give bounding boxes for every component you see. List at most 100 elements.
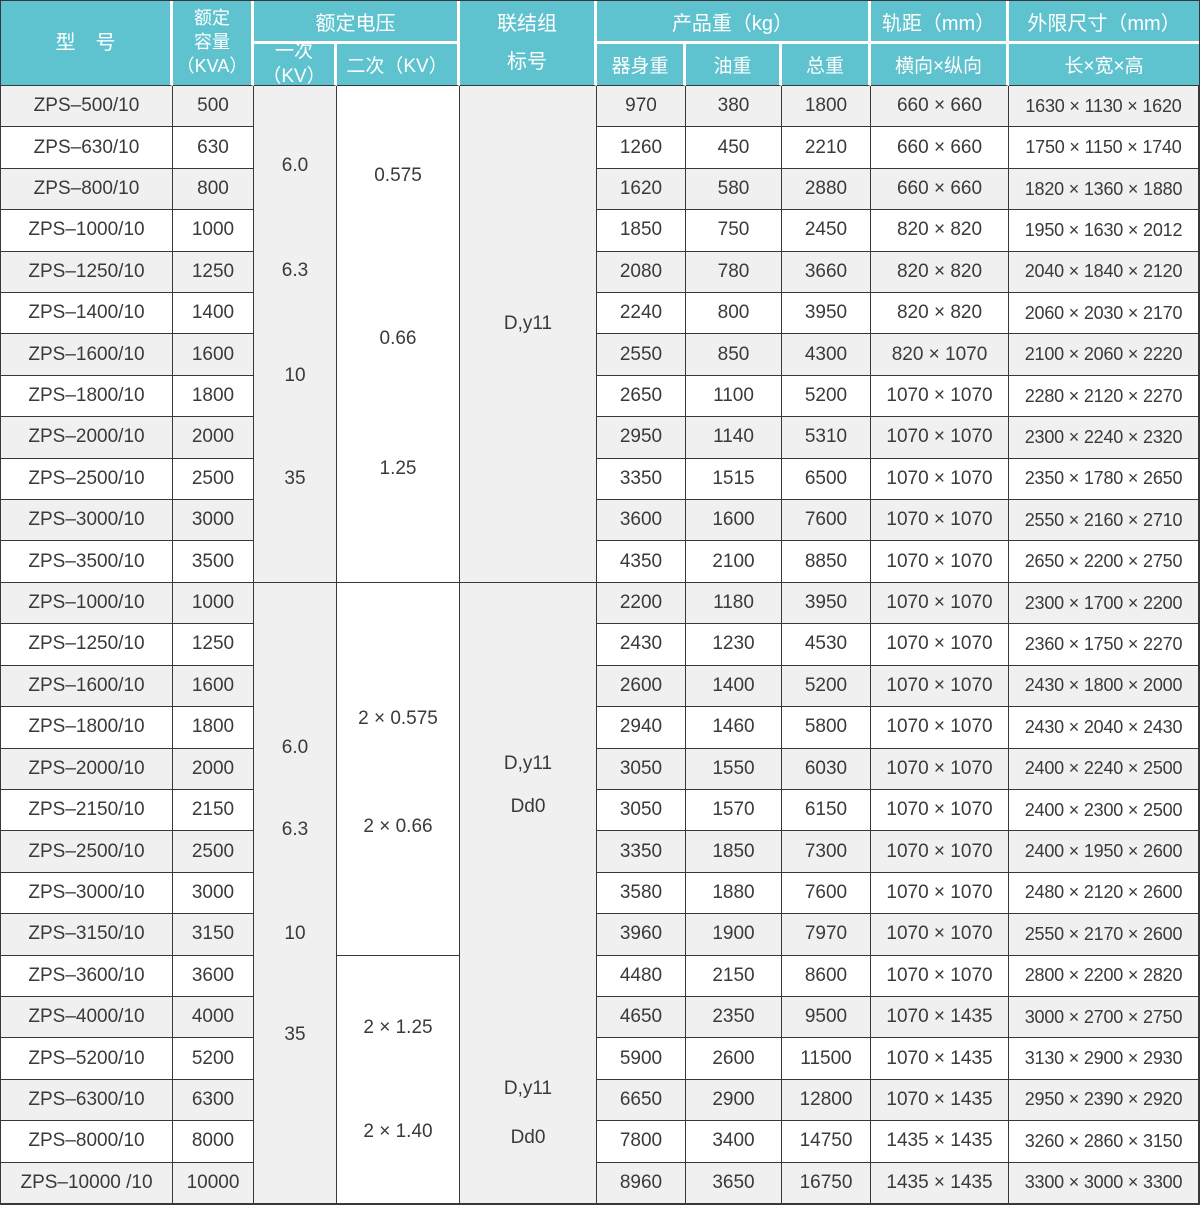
total-weight-cell: 5200 bbox=[782, 375, 871, 418]
capacity-cell: 1000 bbox=[173, 582, 254, 625]
gauge-cell: 1070 × 1070 bbox=[871, 541, 1009, 583]
oil-weight-cell: 1570 bbox=[686, 789, 782, 832]
header-model-label: 型 号 bbox=[55, 32, 116, 54]
dims-cell: 2800 × 2200 × 2820 bbox=[1009, 955, 1199, 997]
header-model: 型 号 bbox=[1, 1, 173, 86]
model-cell: ZPS–4000/10 bbox=[1, 996, 173, 1039]
dims-cell: 1630 × 1130 × 1620 bbox=[1009, 86, 1199, 128]
header-voltage-secondary: 二次（KV） bbox=[337, 44, 460, 86]
gauge-cell: 1070 × 1070 bbox=[871, 789, 1009, 832]
header-dims-sub-label: 长×宽×高 bbox=[1064, 56, 1144, 77]
model-cell: ZPS–3500/10 bbox=[1, 541, 173, 583]
gauge-cell: 1435 × 1435 bbox=[871, 1162, 1009, 1204]
model-cell: ZPS–1800/10 bbox=[1, 375, 173, 418]
capacity-cell: 1250 bbox=[173, 624, 254, 666]
primary-voltage-s2: 6.0 6.3 10 35 bbox=[254, 582, 337, 1204]
gauge-cell: 1070 × 1070 bbox=[871, 665, 1009, 708]
capacity-cell: 2500 bbox=[173, 458, 254, 501]
voltage-value: 6.3 bbox=[281, 259, 309, 281]
oil-weight-cell: 750 bbox=[686, 210, 782, 252]
gauge-cell: 1070 × 1070 bbox=[871, 914, 1009, 956]
body-weight-cell: 3350 bbox=[597, 458, 686, 501]
model-cell: ZPS–1250/10 bbox=[1, 251, 173, 294]
dims-cell: 2300 × 2240 × 2320 bbox=[1009, 417, 1199, 459]
model-cell: ZPS–2500/10 bbox=[1, 831, 173, 873]
body-weight-cell: 2550 bbox=[597, 334, 686, 376]
dims-cell: 2550 × 2160 × 2710 bbox=[1009, 500, 1199, 542]
gauge-cell: 1070 × 1070 bbox=[871, 707, 1009, 749]
oil-weight-cell: 1515 bbox=[686, 458, 782, 501]
body-weight-cell: 5900 bbox=[597, 1038, 686, 1080]
voltage-value: 0.575 bbox=[374, 164, 422, 186]
model-cell: ZPS–10000 /10 bbox=[1, 1162, 173, 1204]
model-cell: ZPS–1800/10 bbox=[1, 707, 173, 749]
dims-cell: 2550 × 2170 × 2600 bbox=[1009, 914, 1199, 956]
total-weight-cell: 8600 bbox=[782, 955, 871, 997]
body-weight-cell: 3050 bbox=[597, 789, 686, 832]
dims-cell: 1820 × 1360 × 1880 bbox=[1009, 168, 1199, 211]
voltage-value: 0.66 bbox=[379, 327, 417, 349]
oil-weight-cell: 1550 bbox=[686, 748, 782, 790]
model-cell: ZPS–2500/10 bbox=[1, 458, 173, 501]
model-cell: ZPS–2000/10 bbox=[1, 417, 173, 459]
gauge-cell: 660 × 660 bbox=[871, 168, 1009, 211]
dims-cell: 3260 × 2860 × 3150 bbox=[1009, 1121, 1199, 1163]
capacity-cell: 1600 bbox=[173, 334, 254, 376]
body-weight-cell: 1850 bbox=[597, 210, 686, 252]
header-vector-group: 联结组 标号 bbox=[460, 1, 597, 86]
header-dims-sub: 长×宽×高 bbox=[1009, 44, 1199, 86]
secondary-voltage-s2b: 2 × 1.25 2 × 1.40 bbox=[337, 955, 460, 1204]
oil-weight-cell: 780 bbox=[686, 251, 782, 294]
header-weight-group: 产品重（kg） bbox=[597, 1, 871, 44]
gauge-cell: 660 × 660 bbox=[871, 127, 1009, 169]
oil-weight-cell: 1600 bbox=[686, 500, 782, 542]
dims-cell: 2100 × 2060 × 2220 bbox=[1009, 334, 1199, 376]
dims-cell: 2650 × 2200 × 2750 bbox=[1009, 541, 1199, 583]
vector-group-s1: D,y11 bbox=[460, 86, 597, 583]
dims-cell: 2430 × 1800 × 2000 bbox=[1009, 665, 1199, 708]
capacity-cell: 4000 bbox=[173, 996, 254, 1039]
capacity-cell: 3000 bbox=[173, 500, 254, 542]
gauge-cell: 820 × 820 bbox=[871, 210, 1009, 252]
capacity-cell: 1000 bbox=[173, 210, 254, 252]
total-weight-cell: 14750 bbox=[782, 1121, 871, 1163]
capacity-cell: 3150 bbox=[173, 914, 254, 956]
model-cell: ZPS–3000/10 bbox=[1, 500, 173, 542]
oil-weight-cell: 1100 bbox=[686, 375, 782, 418]
header-capacity-label: 额定 容量 （KVA） bbox=[176, 8, 248, 76]
primary-voltage-s1: 6.0 6.3 10 35 bbox=[254, 86, 337, 583]
header-gauge-group: 轨距（mm） bbox=[871, 1, 1009, 44]
model-cell: ZPS–1250/10 bbox=[1, 624, 173, 666]
total-weight-cell: 2880 bbox=[782, 168, 871, 211]
voltage-value: 10 bbox=[284, 922, 306, 944]
model-cell: ZPS–1000/10 bbox=[1, 210, 173, 252]
header-weight-group-label: 产品重（kg） bbox=[671, 12, 794, 35]
header-voltage-group-label: 额定电压 bbox=[315, 12, 396, 35]
model-cell: ZPS–8000/10 bbox=[1, 1121, 173, 1163]
dims-cell: 2350 × 1780 × 2650 bbox=[1009, 458, 1199, 501]
capacity-cell: 1800 bbox=[173, 375, 254, 418]
body-weight-cell: 8960 bbox=[597, 1162, 686, 1204]
gauge-cell: 1070 × 1070 bbox=[871, 624, 1009, 666]
gauge-cell: 1070 × 1070 bbox=[871, 748, 1009, 790]
dims-cell: 2400 × 2300 × 2500 bbox=[1009, 789, 1199, 832]
body-weight-cell: 2950 bbox=[597, 417, 686, 459]
header-gauge-group-label: 轨距（mm） bbox=[881, 12, 996, 35]
voltage-value: Dd0 bbox=[510, 795, 546, 817]
gauge-cell: 1070 × 1070 bbox=[871, 417, 1009, 459]
dims-cell: 2430 × 2040 × 2430 bbox=[1009, 707, 1199, 749]
body-weight-cell: 4350 bbox=[597, 541, 686, 583]
dims-cell: 1950 × 1630 × 2012 bbox=[1009, 210, 1199, 252]
body-weight-cell: 6650 bbox=[597, 1079, 686, 1122]
dims-cell: 2400 × 2240 × 2500 bbox=[1009, 748, 1199, 790]
header-weight-oil-label: 油重 bbox=[713, 56, 752, 77]
oil-weight-cell: 1900 bbox=[686, 914, 782, 956]
dims-cell: 1750 × 1150 × 1740 bbox=[1009, 127, 1199, 169]
capacity-cell: 1400 bbox=[173, 293, 254, 335]
body-weight-cell: 2650 bbox=[597, 375, 686, 418]
model-cell: ZPS–6300/10 bbox=[1, 1079, 173, 1122]
capacity-cell: 800 bbox=[173, 168, 254, 211]
header-voltage-primary: 一次 （KV） bbox=[254, 41, 337, 87]
total-weight-cell: 16750 bbox=[782, 1162, 871, 1204]
